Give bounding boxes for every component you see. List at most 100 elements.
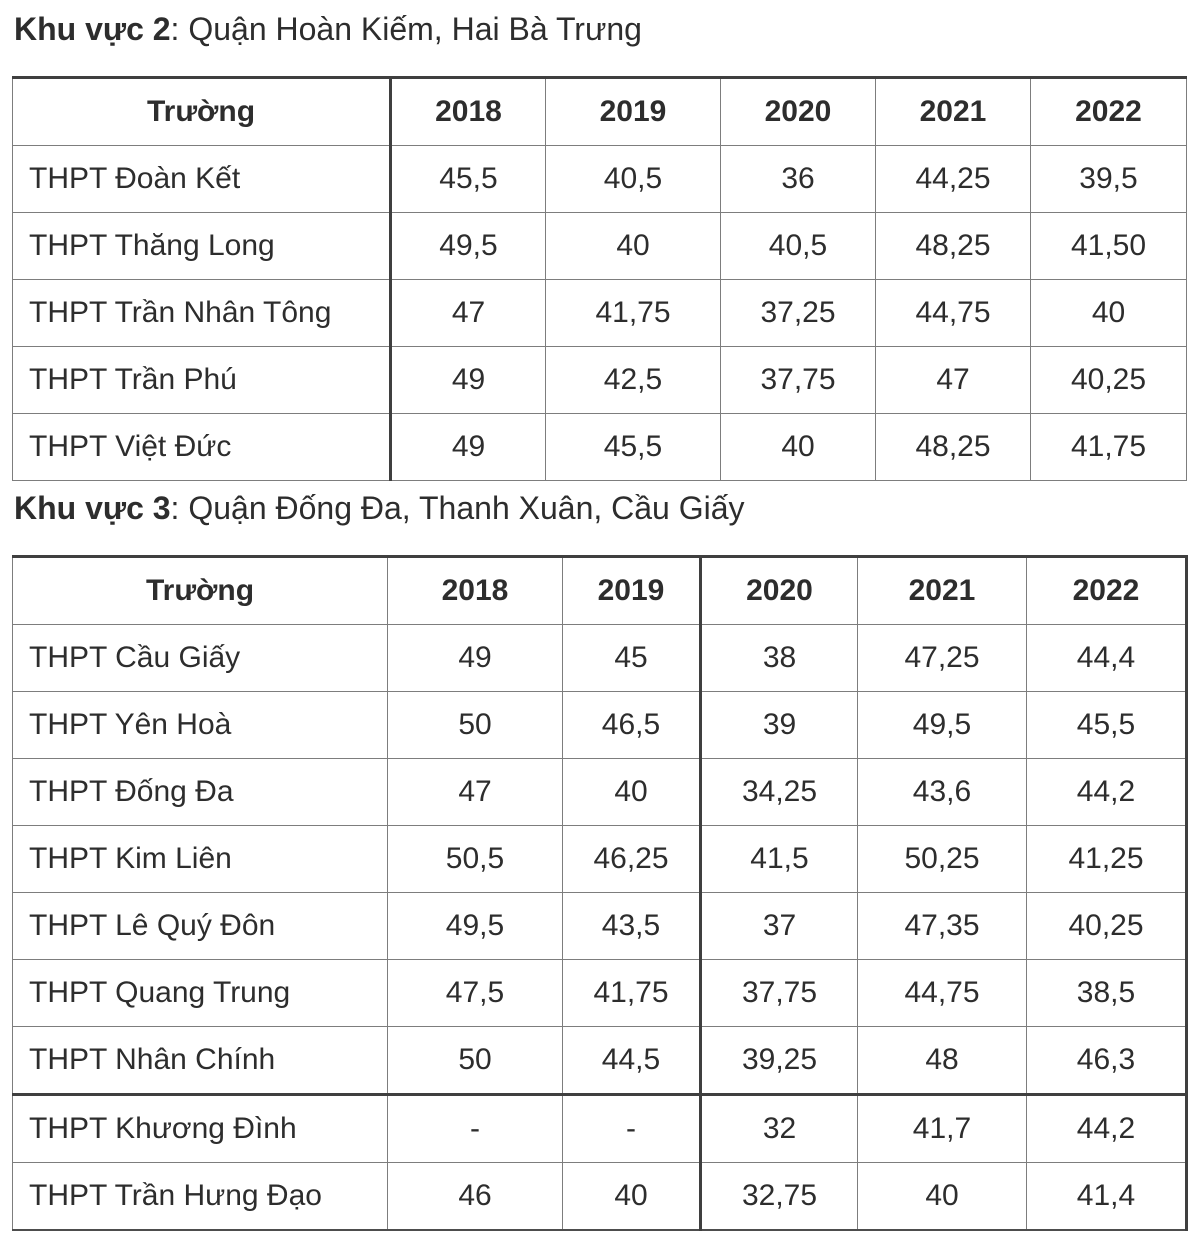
table-row: THPT Trần Nhân Tông 47 41,75 37,25 44,75…	[12, 279, 1187, 347]
score-cell: 44,75	[857, 959, 1027, 1027]
score-cell: 41,50	[1030, 212, 1187, 280]
score-cell: -	[387, 1093, 563, 1163]
score-cell: 41,5	[699, 825, 858, 893]
table-row: THPT Quang Trung 47,5 41,75 37,75 44,75 …	[12, 959, 1187, 1027]
score-cell: 40,5	[545, 145, 721, 213]
score-cell: 37	[699, 892, 858, 960]
table-row: THPT Cầu Giấy 49 45 38 47,25 44,4	[12, 624, 1187, 692]
column-header-year: 2021	[857, 556, 1027, 625]
score-cell: 41,7	[857, 1093, 1027, 1163]
school-cell: THPT Khương Đình	[12, 1093, 388, 1163]
column-header-school: Trường	[12, 556, 388, 625]
score-cell: 46	[387, 1162, 563, 1231]
table-row: THPT Đoàn Kết 45,5 40,5 36 44,25 39,5	[12, 145, 1187, 213]
column-header-year: 2021	[875, 77, 1031, 146]
score-cell: 41,75	[545, 279, 721, 347]
score-cell: 49	[387, 624, 563, 692]
table-row: THPT Việt Đức 49 45,5 40 48,25 41,75	[12, 413, 1187, 481]
score-cell: 44,2	[1026, 1093, 1187, 1163]
score-cell: 46,3	[1026, 1026, 1187, 1095]
table-row: THPT Trần Hưng Đạo 46 40 32,75 40 41,4	[12, 1162, 1187, 1231]
score-cell: 39	[699, 691, 858, 759]
score-cell: 32,75	[699, 1162, 858, 1231]
score-cell: 37,75	[720, 346, 876, 414]
table-row: THPT Nhân Chính 50 44,5 39,25 48 46,3	[12, 1026, 1187, 1095]
school-cell: THPT Lê Quý Đôn	[12, 892, 388, 960]
score-cell: 46,25	[562, 825, 701, 893]
school-cell: THPT Đống Đa	[12, 758, 388, 826]
school-cell: THPT Trần Hưng Đạo	[12, 1162, 388, 1231]
score-cell: 42,5	[545, 346, 721, 414]
table-row: THPT Thăng Long 49,5 40 40,5 48,25 41,50	[12, 212, 1187, 280]
score-cell: 40	[545, 212, 721, 280]
section-heading-rest: : Quận Hoàn Kiếm, Hai Bà Trưng	[170, 11, 642, 47]
score-cell: 48	[857, 1026, 1027, 1095]
score-cell: 41,75	[562, 959, 701, 1027]
column-header-year: 2019	[562, 556, 701, 625]
score-cell: 49	[389, 346, 546, 414]
score-cell: 43,6	[857, 758, 1027, 826]
column-header-year: 2018	[389, 77, 546, 146]
score-cell: 47	[389, 279, 546, 347]
score-cell: 32	[699, 1093, 858, 1163]
score-cell: 44,2	[1026, 758, 1187, 826]
school-cell: THPT Thăng Long	[12, 212, 391, 280]
school-cell: THPT Cầu Giấy	[12, 624, 388, 692]
table-row: THPT Trần Phú 49 42,5 37,75 47 40,25	[12, 346, 1187, 414]
score-cell: 34,25	[699, 758, 858, 826]
score-cell: 47	[387, 758, 563, 826]
score-cell: 48,25	[875, 413, 1031, 481]
score-cell: 41,25	[1026, 825, 1187, 893]
score-cell: 40,25	[1030, 346, 1187, 414]
score-cell: 50,25	[857, 825, 1027, 893]
score-cell: 48,25	[875, 212, 1031, 280]
section-heading-khu-vuc-3: Khu vực 3: Quận Đống Đa, Thanh Xuân, Cầu…	[14, 487, 1188, 529]
table-row: THPT Kim Liên 50,5 46,25 41,5 50,25 41,2…	[12, 825, 1187, 893]
school-cell: THPT Trần Phú	[12, 346, 391, 414]
column-header-year: 2020	[699, 556, 858, 625]
score-cell: 40	[562, 1162, 701, 1231]
score-cell: 50,5	[387, 825, 563, 893]
table-row: THPT Lê Quý Đôn 49,5 43,5 37 47,35 40,25	[12, 892, 1187, 960]
school-cell: THPT Trần Nhân Tông	[12, 279, 391, 347]
section-heading-rest: : Quận Đống Đa, Thanh Xuân, Cầu Giấy	[170, 490, 745, 526]
school-cell: THPT Việt Đức	[12, 413, 391, 481]
score-table-khu-vuc-2: Trường 2018 2019 2020 2021 2022 THPT Đoà…	[12, 76, 1187, 481]
score-cell: 49,5	[857, 691, 1027, 759]
school-cell: THPT Đoàn Kết	[12, 145, 391, 213]
score-cell: 38,5	[1026, 959, 1187, 1027]
column-header-year: 2018	[387, 556, 563, 625]
score-cell: 40,5	[720, 212, 876, 280]
score-cell: 45,5	[545, 413, 721, 481]
score-cell: 45	[562, 624, 701, 692]
score-cell: 39,25	[699, 1026, 858, 1095]
school-cell: THPT Kim Liên	[12, 825, 388, 893]
score-cell: 44,75	[875, 279, 1031, 347]
score-cell: -	[562, 1093, 701, 1163]
score-cell: 37,25	[720, 279, 876, 347]
school-cell: THPT Yên Hoà	[12, 691, 388, 759]
score-cell: 36	[720, 145, 876, 213]
score-cell: 47,25	[857, 624, 1027, 692]
score-cell: 47	[875, 346, 1031, 414]
section-heading-label: Khu vực 2	[14, 11, 171, 47]
score-cell: 43,5	[562, 892, 701, 960]
score-cell: 50	[387, 1026, 563, 1095]
score-cell: 47,35	[857, 892, 1027, 960]
score-cell: 38	[699, 624, 858, 692]
score-cell: 44,5	[562, 1026, 701, 1095]
column-header-year: 2022	[1030, 77, 1187, 146]
section-heading-label: Khu vực 3	[14, 490, 171, 526]
score-cell: 50	[387, 691, 563, 759]
score-cell: 41,4	[1026, 1162, 1187, 1231]
header-row: Trường 2018 2019 2020 2021 2022	[12, 77, 1187, 146]
column-header-year: 2020	[720, 77, 876, 146]
score-cell: 37,75	[699, 959, 858, 1027]
table-row: THPT Khương Đình - - 32 41,7 44,2	[12, 1093, 1187, 1163]
score-cell: 45,5	[1026, 691, 1187, 759]
score-cell: 45,5	[389, 145, 546, 213]
score-cell: 40,25	[1026, 892, 1187, 960]
score-cell: 40	[857, 1162, 1027, 1231]
school-cell: THPT Nhân Chính	[12, 1026, 388, 1095]
score-cell: 41,75	[1030, 413, 1187, 481]
